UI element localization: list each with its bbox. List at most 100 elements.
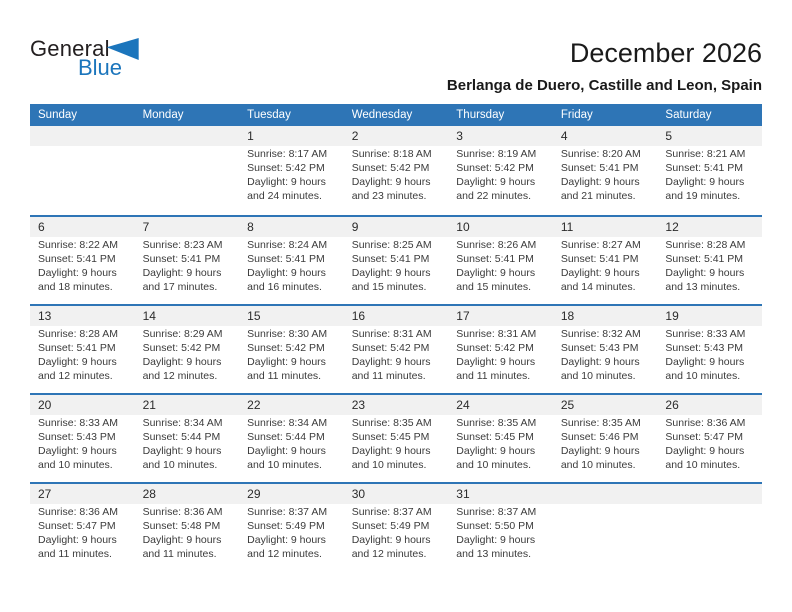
sunset-text: Sunset: 5:41 PM [351, 253, 430, 265]
daylight-text: Daylight: 9 hours and 12 minutes. [351, 534, 431, 560]
location-subtitle: Berlanga de Duero, Castille and Leon, Sp… [446, 77, 762, 94]
day-details: Sunrise: 8:33 AM Sunset: 5:43 PM Daylight:… [657, 326, 762, 383]
day-details: Sunrise: 8:34 AM Sunset: 5:44 PM Daylight:… [239, 415, 344, 472]
day-cell: 12 Sunrise: 8:28 AM Sunset: 5:41 PM Dayligh… [657, 217, 762, 304]
day-details: Sunrise: 8:27 AM Sunset: 5:41 PM Daylight:… [553, 237, 658, 294]
day-details: Sunrise: 8:23 AM Sunset: 5:41 PM Daylight:… [135, 237, 240, 294]
day-cell: 16 Sunrise: 8:31 AM Sunset: 5:42 PM Dayligh… [343, 306, 449, 393]
day-number: 10 [448, 217, 553, 237]
sunset-text: Sunset: 5:47 PM [665, 431, 744, 443]
weekday-label: Friday [560, 109, 593, 121]
day-cell: 6 Sunrise: 8:22 AM Sunset: 5:41 PM Daylight… [30, 217, 135, 304]
day-details: Sunrise: 8:36 AM Sunset: 5:48 PM Daylight:… [135, 504, 240, 561]
sunset-text: Sunset: 5:47 PM [38, 520, 116, 532]
sunrise-text: Sunrise: 8:35 AM [351, 417, 432, 429]
sunrise-text: Sunrise: 8:37 AM [456, 506, 537, 518]
day-cell: 23 Sunrise: 8:35 AM Sunset: 5:45 PM Dayligh… [343, 395, 449, 482]
sunrise-text: Sunrise: 8:36 AM [665, 417, 746, 429]
day-cell: 18 Sunrise: 8:32 AM Sunset: 5:43 PM Dayligh… [552, 306, 658, 393]
weekday-label: Sunday [38, 109, 78, 121]
sunrise-text: Sunrise: 8:36 AM [142, 506, 223, 518]
day-number: 6 [30, 217, 135, 237]
day-number: 18 [552, 306, 658, 326]
day-number: 30 [343, 484, 449, 504]
day-number: 28 [134, 484, 240, 504]
calendar-week-row: 27 Sunrise: 8:36 AM Sunset: 5:47 PM Dayligh… [30, 482, 762, 571]
sunrise-text: Sunrise: 8:27 AM [560, 239, 641, 251]
day-number: 15 [239, 306, 344, 326]
day-details: Sunrise: 8:26 AM Sunset: 5:41 PM Daylight:… [448, 237, 553, 294]
sunrise-text: Sunrise: 8:35 AM [560, 417, 641, 429]
day-details: Sunrise: 8:29 AM Sunset: 5:42 PM Daylight:… [135, 326, 240, 383]
day-details [657, 504, 762, 506]
day-number: 8 [239, 217, 344, 237]
sunrise-text: Sunrise: 8:26 AM [456, 239, 537, 251]
sunset-text: Sunset: 5:50 PM [456, 520, 534, 532]
sunset-text: Sunset: 5:43 PM [665, 342, 744, 354]
weekday-label: Saturday [665, 109, 712, 121]
sunrise-text: Sunrise: 8:18 AM [351, 148, 432, 160]
sunrise-text: Sunrise: 8:25 AM [351, 239, 432, 251]
day-cell: 4 Sunrise: 8:20 AM Sunset: 5:41 PM Daylight… [552, 126, 658, 215]
sunrise-text: Sunrise: 8:28 AM [665, 239, 746, 251]
sunset-text: Sunset: 5:41 PM [560, 162, 639, 174]
day-cell: 28 Sunrise: 8:36 AM Sunset: 5:48 PM Dayligh… [134, 484, 240, 571]
sunset-text: Sunset: 5:42 PM [456, 162, 534, 174]
day-details: Sunrise: 8:32 AM Sunset: 5:43 PM Daylight:… [553, 326, 658, 383]
month-title: December 2026 [569, 38, 762, 68]
day-details: Sunrise: 8:35 AM Sunset: 5:45 PM Daylight:… [344, 415, 449, 472]
sunset-text: Sunset: 5:41 PM [456, 253, 534, 265]
day-cell: 2 Sunrise: 8:18 AM Sunset: 5:42 PM Daylight… [343, 126, 449, 215]
sunrise-text: Sunrise: 8:32 AM [560, 328, 641, 340]
day-number [552, 484, 658, 504]
sunset-text: Sunset: 5:41 PM [247, 253, 325, 265]
empty-day-cell [134, 126, 240, 215]
daylight-text: Daylight: 9 hours and 12 minutes. [247, 534, 326, 560]
day-number: 21 [134, 395, 240, 415]
daylight-text: Daylight: 9 hours and 10 minutes. [560, 356, 640, 382]
day-details [135, 146, 240, 148]
daylight-text: Daylight: 9 hours and 21 minutes. [560, 176, 640, 202]
day-cell: 8 Sunrise: 8:24 AM Sunset: 5:41 PM Daylight… [239, 217, 344, 304]
sunset-text: Sunset: 5:42 PM [247, 342, 325, 354]
day-cell: 15 Sunrise: 8:30 AM Sunset: 5:42 PM Dayligh… [239, 306, 344, 393]
weekday-label: Tuesday [247, 109, 291, 121]
day-number: 24 [448, 395, 553, 415]
sunrise-text: Sunrise: 8:20 AM [560, 148, 641, 160]
general-blue-logo: General Blue [30, 38, 139, 79]
day-number: 26 [657, 395, 762, 415]
sunset-text: Sunset: 5:42 PM [142, 342, 221, 354]
weekday-label: Thursday [456, 109, 505, 121]
day-number: 11 [552, 217, 658, 237]
sunrise-text: Sunrise: 8:22 AM [38, 239, 118, 251]
sunset-text: Sunset: 5:41 PM [560, 253, 639, 265]
sunrise-text: Sunrise: 8:36 AM [38, 506, 118, 518]
daylight-text: Daylight: 9 hours and 12 minutes. [142, 356, 222, 382]
weekday-label: Monday [142, 109, 184, 121]
day-cell: 13 Sunrise: 8:28 AM Sunset: 5:41 PM Dayligh… [30, 306, 135, 393]
day-cell: 9 Sunrise: 8:25 AM Sunset: 5:41 PM Daylight… [343, 217, 449, 304]
day-cell: 17 Sunrise: 8:31 AM Sunset: 5:42 PM Dayligh… [448, 306, 553, 393]
day-cell: 5 Sunrise: 8:21 AM Sunset: 5:41 PM Daylight… [657, 126, 762, 215]
sunrise-text: Sunrise: 8:28 AM [38, 328, 118, 340]
sunset-text: Sunset: 5:41 PM [142, 253, 221, 265]
daylight-text: Daylight: 9 hours and 11 minutes. [247, 356, 326, 382]
day-cell: 30 Sunrise: 8:37 AM Sunset: 5:49 PM Dayligh… [343, 484, 449, 571]
day-details: Sunrise: 8:30 AM Sunset: 5:42 PM Daylight:… [239, 326, 344, 383]
sunrise-text: Sunrise: 8:19 AM [456, 148, 537, 160]
sunset-text: Sunset: 5:41 PM [38, 342, 116, 354]
sunset-text: Sunset: 5:43 PM [38, 431, 116, 443]
day-cell: 24 Sunrise: 8:35 AM Sunset: 5:45 PM Dayligh… [448, 395, 553, 482]
daylight-text: Daylight: 9 hours and 23 minutes. [351, 176, 431, 202]
day-cell: 1 Sunrise: 8:17 AM Sunset: 5:42 PM Daylight… [239, 126, 344, 215]
day-details: Sunrise: 8:28 AM Sunset: 5:41 PM Daylight:… [30, 326, 135, 383]
day-number: 2 [343, 126, 449, 146]
sunset-text: Sunset: 5:49 PM [351, 520, 430, 532]
day-number: 17 [448, 306, 553, 326]
daylight-text: Daylight: 9 hours and 12 minutes. [38, 356, 117, 382]
day-cell: 19 Sunrise: 8:33 AM Sunset: 5:43 PM Dayligh… [657, 306, 762, 393]
day-details: Sunrise: 8:35 AM Sunset: 5:46 PM Daylight:… [553, 415, 658, 472]
day-cell: 21 Sunrise: 8:34 AM Sunset: 5:44 PM Dayligh… [134, 395, 240, 482]
sunrise-text: Sunrise: 8:37 AM [247, 506, 328, 518]
